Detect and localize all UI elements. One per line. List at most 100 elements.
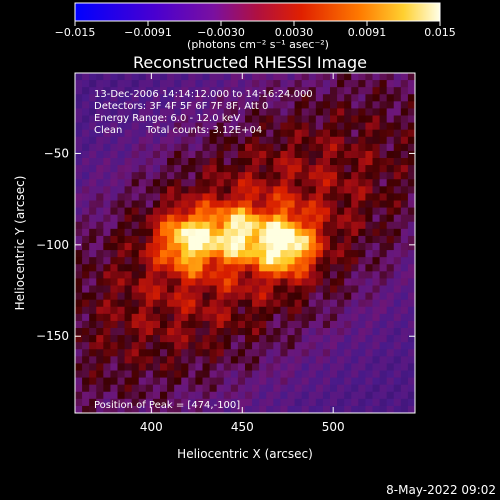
heatmap-cell [96, 115, 104, 124]
heatmap-cell [372, 87, 381, 95]
heatmap-cell [245, 271, 253, 280]
heatmap-cell [266, 335, 274, 343]
heatmap-cell [237, 356, 246, 365]
heatmap-cell [237, 313, 246, 322]
heatmap-cell [365, 193, 374, 202]
heatmap-cell [124, 87, 133, 95]
heatmap-cell [131, 370, 140, 379]
heatmap-cell [145, 207, 154, 216]
heatmap-cell [337, 165, 345, 173]
heatmap-cell [337, 328, 345, 336]
heatmap-cell [393, 172, 402, 180]
heatmap-cell [252, 136, 260, 145]
heatmap-cell [301, 136, 310, 145]
heatmap-cell [322, 108, 331, 117]
heatmap-cell [237, 108, 246, 117]
heatmap-cell [330, 384, 338, 393]
heatmap-cell [89, 398, 97, 407]
heatmap-cell [273, 87, 282, 95]
heatmap-cell [223, 342, 232, 350]
heatmap-cell [386, 221, 395, 230]
heatmap-cell [379, 193, 388, 202]
heatmap-cell [209, 179, 218, 187]
heatmap-cell [181, 94, 189, 102]
heatmap-cell [167, 292, 175, 301]
heatmap-cell [117, 299, 126, 308]
heatmap-cell [259, 158, 267, 166]
heatmap-cell [301, 243, 310, 251]
heatmap-cell [301, 342, 310, 350]
heatmap-cell [131, 172, 140, 180]
heatmap-cell [315, 391, 324, 400]
heatmap-cell [287, 207, 296, 216]
heatmap-cell [273, 292, 282, 301]
heatmap-cell [181, 207, 189, 216]
heatmap-cell [386, 200, 395, 209]
heatmap-cell [393, 235, 402, 244]
heatmap-cell [351, 207, 359, 216]
heatmap-cell [209, 136, 218, 145]
heatmap-cell [287, 193, 296, 202]
heatmap-cell [131, 335, 140, 343]
heatmap-cell [216, 250, 225, 258]
heatmap-cell [82, 200, 90, 209]
heatmap-cell [237, 363, 246, 372]
heatmap-cell [202, 264, 211, 272]
heatmap-cell [230, 356, 239, 365]
heatmap-cell [96, 136, 104, 145]
heatmap-cell [372, 108, 381, 117]
heatmap-cell [245, 370, 253, 379]
heatmap-cell [372, 313, 381, 322]
heatmap-cell [181, 356, 189, 365]
heatmap-cell [174, 271, 182, 280]
heatmap-cell [379, 129, 388, 138]
heatmap-cell [216, 257, 225, 265]
heatmap-cell [124, 228, 133, 237]
heatmap-cell [216, 363, 225, 372]
heatmap-cell [294, 73, 303, 81]
heatmap-cell [280, 398, 289, 407]
heatmap-cell [110, 264, 119, 272]
heatmap-cell [124, 384, 133, 393]
heatmap-cell [223, 384, 232, 393]
heatmap-cell [145, 285, 154, 294]
heatmap-cell [400, 143, 409, 152]
heatmap-cell [131, 200, 140, 209]
heatmap-cell [152, 349, 161, 357]
heatmap-cell [103, 207, 112, 216]
heatmap-cell [351, 80, 359, 88]
heatmap-cell [344, 172, 352, 180]
heatmap-cell [287, 356, 296, 365]
heatmap-cell [379, 285, 388, 294]
heatmap-cell [407, 257, 415, 265]
heatmap-cell [82, 129, 90, 138]
heatmap-cell [287, 228, 296, 237]
heatmap-cell [96, 363, 104, 372]
annotation-detectors: Detectors: 3F 4F 5F 6F 7F 8F, Att 0 [94, 101, 268, 112]
heatmap-cell [386, 150, 395, 159]
heatmap-cell [273, 391, 282, 400]
heatmap-cell [209, 306, 218, 315]
heatmap-cell [209, 143, 218, 152]
heatmap-cell [273, 200, 282, 209]
heatmap-cell [237, 320, 246, 329]
heatmap-cell [110, 306, 119, 315]
heatmap-cell [145, 87, 154, 95]
heatmap-cell [301, 398, 310, 407]
heatmap-cell [89, 115, 97, 124]
heatmap-cell [96, 158, 104, 166]
heatmap-cell [103, 335, 112, 343]
heatmap-cell [365, 264, 374, 272]
heatmap-cell [407, 73, 415, 81]
heatmap-cell [124, 320, 133, 329]
heatmap-cell [195, 313, 204, 322]
heatmap-cell [202, 356, 211, 365]
heatmap-cell [138, 271, 147, 280]
heatmap-cell [400, 278, 409, 287]
heatmap-cell [117, 320, 126, 329]
heatmap-cell [280, 328, 289, 336]
heatmap-cell [407, 143, 415, 152]
heatmap-cell [216, 158, 225, 166]
heatmap-cell [252, 221, 260, 230]
heatmap-cell [167, 228, 175, 237]
